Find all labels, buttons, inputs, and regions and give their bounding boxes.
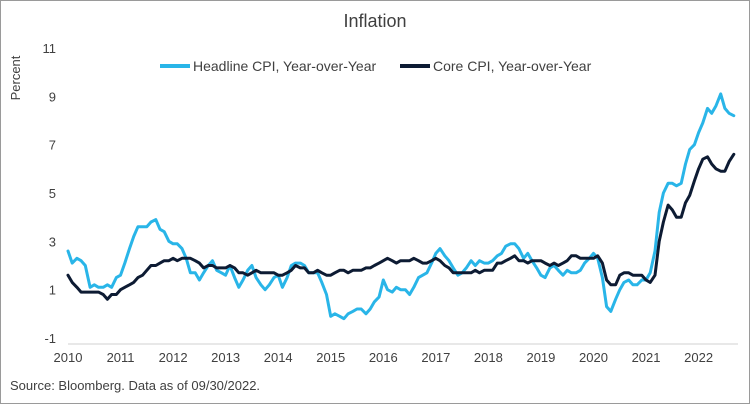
y-axis-label: Percent — [8, 55, 23, 100]
x-tick-label: 2022 — [684, 350, 713, 365]
x-tick-label: 2016 — [369, 350, 398, 365]
x-tick-label: 2015 — [316, 350, 345, 365]
y-tick-label: 3 — [49, 234, 56, 249]
y-tick-label: 1 — [49, 283, 56, 298]
y-tick-label: 5 — [49, 186, 56, 201]
y-tick-label: -1 — [44, 331, 56, 346]
legend-label-core: Core CPI, Year-over-Year — [433, 58, 592, 74]
y-axis-ticks: -1 1 3 5 7 9 11 — [43, 41, 57, 346]
y-tick-label: 9 — [49, 89, 56, 104]
x-axis-ticks: 2010 2011 2012 2013 2014 2015 2016 2017 2018 2019… — [54, 350, 714, 365]
series-line-core-cpi — [66, 152, 736, 301]
y-tick-label: 11 — [43, 41, 57, 56]
x-tick-label: 2010 — [54, 350, 83, 365]
x-tick-label: 2011 — [107, 350, 135, 365]
plot-lines — [66, 92, 736, 321]
x-tick-label: 2020 — [579, 350, 608, 365]
x-tick-label: 2021 — [632, 350, 661, 365]
x-tick-label: 2019 — [526, 350, 555, 365]
x-tick-label: 2012 — [159, 350, 188, 365]
x-tick-label: 2017 — [421, 350, 450, 365]
source-note: Source: Bloomberg. Data as of 09/30/2022… — [10, 378, 260, 393]
series-line-headline-cpi — [66, 92, 736, 321]
x-tick-label: 2018 — [474, 350, 503, 365]
x-tick-label: 2014 — [264, 350, 293, 365]
legend: Headline CPI, Year-over-Year Core CPI, Y… — [160, 58, 592, 74]
chart-title: Inflation — [343, 11, 406, 31]
legend-label-headline: Headline CPI, Year-over-Year — [193, 58, 376, 74]
y-tick-label: 7 — [49, 138, 56, 153]
x-tick-label: 2013 — [211, 350, 240, 365]
